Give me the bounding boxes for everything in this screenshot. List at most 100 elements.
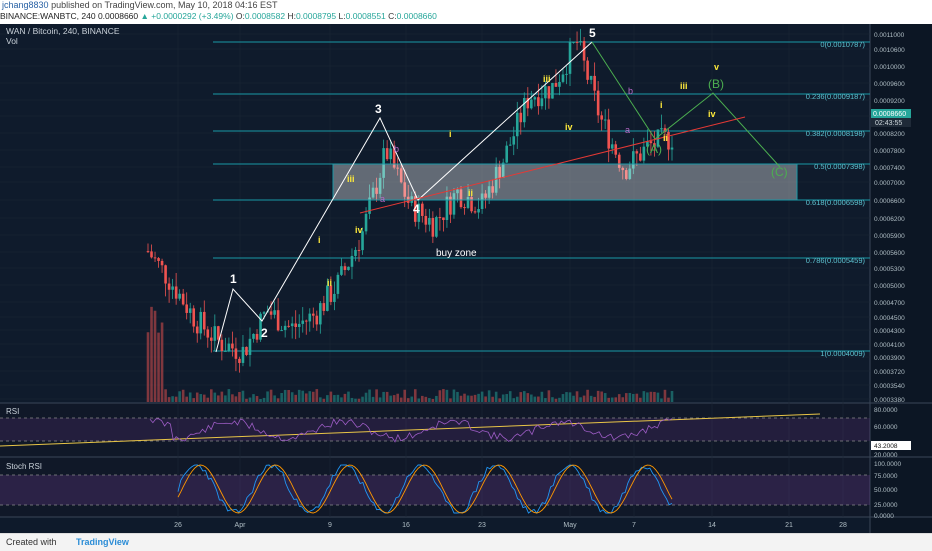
candle-body [428,217,431,225]
chart-header: jchang8830 published on TradingView.com,… [0,0,932,18]
candle-body [624,170,628,179]
volume-bars [146,306,674,402]
fib-label: 0.786(0.0005459) [806,256,866,265]
candle-body [642,146,646,161]
volume-bar [473,394,477,402]
candle-body [498,166,501,179]
candle-body [378,177,382,194]
candle-body [593,75,596,91]
candle-body [505,145,509,163]
candle-body [547,86,551,99]
trendline [359,116,746,214]
last-price: 0.0008660 [97,11,139,21]
candle-body [452,193,456,215]
volume-bar [442,389,445,402]
volume-bar [188,392,192,402]
time-tick: 16 [402,522,410,529]
price-tick: 0.0008200 [874,131,905,138]
volume-bar [572,395,575,402]
candle-body [610,144,614,149]
candle-body [178,293,181,299]
candle-body [635,151,639,154]
candle-body [350,255,354,267]
candle-body [153,257,157,259]
volume-bar [231,394,234,402]
volume-bar [530,394,533,402]
volume-bar [357,398,361,402]
volume-bar [245,398,248,402]
volume-bar [213,392,217,402]
price-tick: 0.0006600 [874,198,905,205]
time-axis: 26 Apr 9 16 23 May 7 14 21 28 [174,522,847,529]
volume-bar [477,393,480,402]
price-tick: 0.0010000 [874,64,905,71]
volume-bar [617,394,621,402]
candle-body [392,148,396,168]
candle-body [656,129,660,147]
stoch-tick: 50.0000 [874,487,898,494]
volume-bar [621,397,625,402]
ticker: BINANCE:WANBTC, 240 [0,11,96,21]
volume-bar [428,398,431,402]
price-tick: 0.0007400 [874,165,905,172]
volume-bar [575,391,579,402]
candle-body [484,193,487,198]
volume-bar [406,398,410,402]
candle-body [396,167,399,169]
stoch-axis: 100.0000 75.0000 50.0000 25.0000 0.0000 [874,461,901,520]
candle-body [554,82,558,87]
volume-bar [551,397,554,402]
high-value: 0.0008795 [295,11,337,21]
volume-bar [287,390,290,402]
candle-body [361,231,364,251]
candle-body [438,217,442,219]
time-tick: 21 [785,522,793,529]
fib-label: 0.618(0.0006598) [806,198,866,207]
wave-5: 5 [589,26,596,40]
buy-zone-box [332,163,798,201]
candle-body [589,75,593,80]
candle-body [473,211,477,213]
volume-bar [547,390,551,402]
rsi-tick: 20.0000 [874,452,898,459]
sub-wave-ii-3: ii [663,133,668,143]
price-tick: 0.0005900 [874,233,905,240]
volume-bar [456,391,459,402]
volume-bar [646,392,649,402]
candle-body [413,196,417,222]
candle-body [561,74,565,82]
last-price-tag [871,109,911,118]
candle-body [572,41,575,43]
candle-body [241,346,245,363]
time-tick: 9 [328,522,332,529]
volume-bar [501,394,505,402]
volume-bar [276,398,280,402]
candle-body [653,143,656,147]
volume-bar [178,391,181,402]
candle-body [544,86,547,99]
volume-bar [322,398,326,402]
price-tick: 0.0007000 [874,180,905,187]
rsi-trendline [0,413,821,447]
time-tick: 14 [708,522,716,529]
candle-body [463,207,466,209]
volume-bar [463,393,466,402]
volume-bar [280,392,283,402]
price-tick: 0.0010600 [874,47,905,54]
volume-bar [343,393,347,402]
volume-bar [185,396,188,402]
published-text: published on TradingView.com, May 10, 20… [51,0,278,10]
volume-bar [224,395,227,402]
candle-body [322,303,326,311]
rsi-value-tag [871,441,911,450]
candle-body [371,187,375,198]
volume-bar [603,393,607,402]
candle-body [417,203,421,222]
volume-bar [157,332,160,402]
candle-body [515,112,519,137]
tradingview-logo[interactable]: TradingView [76,537,129,547]
candle-body [435,217,438,237]
author-link[interactable]: jchang8830 [2,0,49,10]
volume-bar [533,396,537,402]
